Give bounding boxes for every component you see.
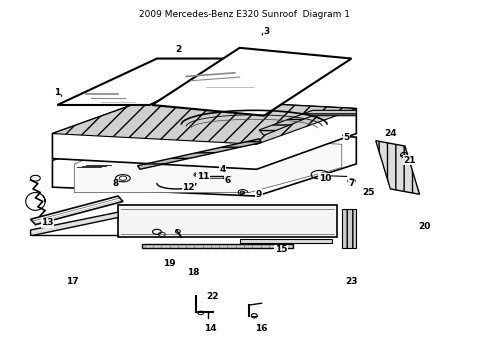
Text: 21: 21 — [403, 156, 415, 165]
Polygon shape — [239, 239, 331, 243]
Polygon shape — [341, 208, 356, 248]
Text: 12: 12 — [182, 183, 194, 192]
Polygon shape — [118, 205, 336, 237]
Text: 2009 Mercedes-Benz E320 Sunroof  Diagram 1: 2009 Mercedes-Benz E320 Sunroof Diagram … — [139, 10, 349, 19]
Text: 6: 6 — [224, 176, 230, 185]
Text: 11: 11 — [197, 172, 209, 181]
Text: 24: 24 — [383, 129, 396, 138]
Text: 18: 18 — [187, 268, 199, 277]
Polygon shape — [259, 111, 356, 135]
Polygon shape — [64, 60, 244, 103]
Polygon shape — [152, 48, 351, 116]
Text: 17: 17 — [65, 277, 78, 286]
Text: 13: 13 — [41, 219, 54, 228]
Text: 3: 3 — [263, 27, 269, 36]
Text: 2: 2 — [175, 45, 182, 54]
Polygon shape — [30, 196, 122, 225]
Text: 8: 8 — [112, 179, 119, 188]
Text: 9: 9 — [255, 190, 262, 199]
Polygon shape — [137, 139, 261, 169]
Text: 19: 19 — [163, 260, 175, 269]
Polygon shape — [57, 59, 249, 105]
Polygon shape — [375, 141, 419, 194]
Text: 16: 16 — [255, 324, 267, 333]
Text: 15: 15 — [274, 245, 286, 254]
Polygon shape — [52, 126, 356, 196]
Text: 23: 23 — [345, 277, 357, 286]
Polygon shape — [52, 98, 356, 144]
Polygon shape — [142, 244, 292, 248]
Text: 5: 5 — [343, 132, 349, 141]
Polygon shape — [157, 51, 346, 114]
Text: 1: 1 — [54, 88, 61, 97]
Polygon shape — [52, 98, 356, 169]
Text: 22: 22 — [206, 292, 219, 301]
Text: 4: 4 — [219, 165, 225, 174]
Polygon shape — [30, 212, 118, 235]
Text: 14: 14 — [203, 324, 216, 333]
Text: 20: 20 — [417, 222, 430, 231]
Text: 10: 10 — [318, 174, 330, 183]
Polygon shape — [74, 134, 341, 193]
Text: 25: 25 — [362, 188, 374, 197]
Text: 7: 7 — [347, 179, 354, 188]
